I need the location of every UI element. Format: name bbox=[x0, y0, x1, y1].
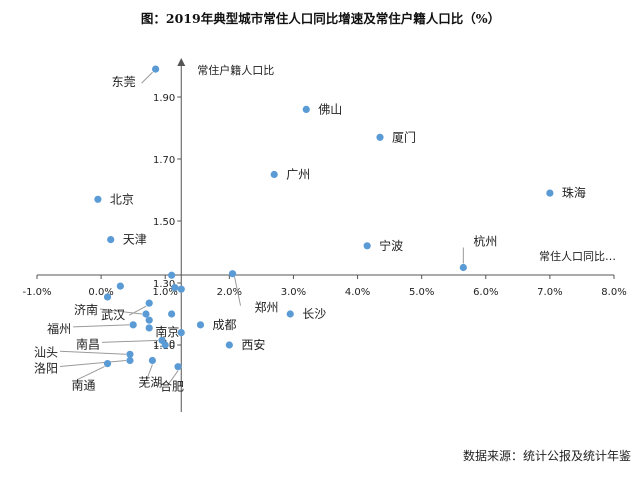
data-point bbox=[302, 105, 310, 113]
x-tick-label: 3.0% bbox=[281, 287, 306, 298]
data-point bbox=[270, 170, 278, 179]
data-point bbox=[107, 236, 115, 244]
data-label: 合肥 bbox=[160, 379, 184, 394]
data-point bbox=[126, 350, 134, 358]
data-label: 济南 bbox=[74, 302, 98, 317]
data-point bbox=[103, 360, 112, 368]
leader-line bbox=[167, 370, 179, 385]
source-note: 数据来源：统计公报及统计年鉴 bbox=[462, 449, 631, 463]
data-label: 南通 bbox=[72, 378, 96, 393]
x-axis-title: 常住人口同比… bbox=[539, 249, 616, 263]
leader-line bbox=[77, 366, 105, 381]
chart-title: 图：2019年典型城市常住人口同比增速及常住户籍人口比（%） bbox=[140, 11, 501, 26]
leader-line bbox=[145, 364, 153, 381]
leader-line bbox=[141, 71, 153, 84]
data-point bbox=[116, 282, 124, 290]
data-label: 福州 bbox=[47, 321, 71, 336]
x-tick-label: 1.0% bbox=[153, 287, 178, 298]
data-label: 珠海 bbox=[562, 185, 586, 200]
leader-line bbox=[128, 305, 147, 316]
data-label: 西安 bbox=[241, 337, 265, 352]
leader-line bbox=[101, 339, 159, 343]
leader-line bbox=[234, 276, 242, 306]
data-point bbox=[148, 356, 156, 365]
data-point bbox=[546, 189, 554, 197]
data-point bbox=[363, 242, 371, 250]
data-point bbox=[152, 65, 160, 73]
label-leader-lines bbox=[59, 71, 464, 385]
y-tick-label: 1.30 bbox=[153, 279, 175, 290]
data-point bbox=[171, 284, 179, 292]
data-label: 天津 bbox=[123, 233, 147, 247]
data-point bbox=[459, 263, 467, 272]
data-point bbox=[142, 310, 150, 318]
data-point bbox=[145, 316, 153, 324]
data-point bbox=[161, 341, 169, 349]
data-point bbox=[376, 133, 384, 141]
data-point bbox=[145, 299, 153, 307]
data-label: 厦门 bbox=[392, 129, 416, 144]
leader-line bbox=[99, 308, 143, 315]
data-label: 广州 bbox=[286, 168, 310, 182]
data-label: 成都 bbox=[212, 318, 236, 332]
leader-line bbox=[59, 360, 127, 367]
data-point bbox=[126, 356, 134, 365]
data-label: 佛山 bbox=[318, 102, 342, 116]
y-axis-title: 常住户籍人口比 bbox=[197, 63, 274, 77]
x-tick-label: 6.0% bbox=[473, 287, 498, 298]
data-label: 洛阳 bbox=[34, 361, 58, 376]
data-point bbox=[168, 310, 176, 318]
data-point bbox=[129, 321, 137, 329]
x-tick-label: 4.0% bbox=[345, 287, 370, 298]
leader-line bbox=[59, 350, 126, 355]
data-point bbox=[103, 293, 112, 301]
x-tick-label: 0.0% bbox=[88, 287, 113, 298]
data-label: 芜湖 bbox=[138, 375, 162, 390]
data-point bbox=[145, 324, 153, 332]
x-tick-label: 7.0% bbox=[537, 287, 562, 298]
data-label: 汕头 bbox=[34, 345, 58, 359]
data-label: 武汉 bbox=[101, 308, 125, 322]
x-tick-label: 2.0% bbox=[217, 287, 242, 298]
data-point bbox=[177, 329, 185, 337]
leader-line bbox=[73, 324, 130, 328]
data-point bbox=[286, 310, 294, 318]
y-tick-label: 1.50 bbox=[153, 217, 175, 228]
data-point bbox=[168, 271, 176, 279]
data-point bbox=[174, 363, 182, 371]
data-point bbox=[94, 195, 102, 203]
data-label: 东莞 bbox=[112, 75, 136, 89]
y-tick-label: 1.90 bbox=[153, 93, 175, 104]
data-points bbox=[94, 65, 554, 371]
data-label: 杭州 bbox=[473, 234, 497, 249]
data-label: 南昌 bbox=[76, 336, 100, 351]
data-label: 南京 bbox=[155, 324, 179, 339]
data-point bbox=[228, 270, 237, 278]
x-tick-label: 8.0% bbox=[601, 287, 626, 298]
data-point bbox=[225, 341, 233, 349]
x-tick-label: -1.0% bbox=[22, 287, 51, 298]
data-label: 北京 bbox=[110, 192, 134, 206]
y-tick-label: 1.70 bbox=[153, 155, 175, 166]
data-point bbox=[196, 321, 205, 329]
data-label: 长沙 bbox=[302, 307, 326, 321]
data-point bbox=[177, 285, 185, 293]
data-label: 宁波 bbox=[379, 238, 403, 253]
x-tick-label: 5.0% bbox=[409, 287, 434, 298]
data-label: 郑州 bbox=[255, 300, 279, 315]
